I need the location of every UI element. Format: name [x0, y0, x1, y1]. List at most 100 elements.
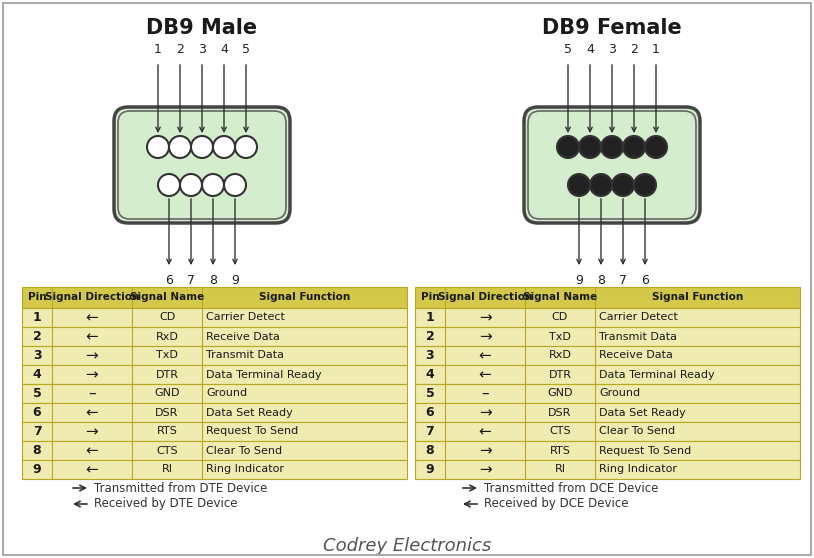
- Text: RI: RI: [554, 464, 566, 474]
- Text: Transmitted from DTE Device: Transmitted from DTE Device: [94, 482, 267, 494]
- Text: 9: 9: [231, 274, 239, 287]
- Text: DTR: DTR: [155, 369, 178, 379]
- Text: Carrier Detect: Carrier Detect: [599, 312, 678, 323]
- Circle shape: [645, 136, 667, 158]
- Bar: [415, 308, 800, 327]
- Text: Clear To Send: Clear To Send: [599, 426, 675, 436]
- Text: 8: 8: [209, 274, 217, 287]
- Text: Data Terminal Ready: Data Terminal Ready: [599, 369, 715, 379]
- Bar: [415, 287, 800, 308]
- Circle shape: [180, 174, 202, 196]
- Text: ←: ←: [479, 367, 492, 382]
- Text: 4: 4: [586, 43, 594, 56]
- Circle shape: [612, 174, 634, 196]
- Text: →: →: [85, 424, 98, 439]
- Text: 6: 6: [33, 406, 42, 419]
- Text: Transmitted from DCE Device: Transmitted from DCE Device: [484, 482, 659, 494]
- Text: 2: 2: [33, 330, 42, 343]
- Circle shape: [623, 136, 645, 158]
- Text: 2: 2: [426, 330, 435, 343]
- Text: 4: 4: [220, 43, 228, 56]
- Text: RI: RI: [161, 464, 173, 474]
- Bar: [22, 287, 407, 308]
- Bar: [22, 422, 407, 441]
- Text: →: →: [85, 367, 98, 382]
- Bar: [415, 365, 800, 384]
- Text: Ground: Ground: [599, 388, 640, 398]
- Text: ←: ←: [85, 443, 98, 458]
- Text: Carrier Detect: Carrier Detect: [206, 312, 285, 323]
- Text: →: →: [85, 348, 98, 363]
- Text: Signal Name: Signal Name: [523, 292, 597, 302]
- Text: Transmit Data: Transmit Data: [599, 331, 677, 341]
- Circle shape: [590, 174, 612, 196]
- Text: 1: 1: [154, 43, 162, 56]
- Text: Receive Data: Receive Data: [206, 331, 280, 341]
- Text: 7: 7: [426, 425, 435, 438]
- Text: 8: 8: [33, 444, 42, 457]
- Text: Pin: Pin: [421, 292, 440, 302]
- Circle shape: [158, 174, 180, 196]
- Circle shape: [634, 174, 656, 196]
- FancyBboxPatch shape: [524, 107, 700, 223]
- Text: 7: 7: [619, 274, 627, 287]
- Circle shape: [601, 136, 623, 158]
- Text: 9: 9: [33, 463, 42, 476]
- Text: 3: 3: [33, 349, 42, 362]
- Bar: [22, 460, 407, 479]
- Text: GND: GND: [154, 388, 180, 398]
- Text: –: –: [481, 386, 489, 401]
- Bar: [22, 365, 407, 384]
- Text: Ground: Ground: [206, 388, 247, 398]
- Text: →: →: [479, 443, 492, 458]
- Circle shape: [224, 174, 246, 196]
- Bar: [415, 403, 800, 422]
- Text: 9: 9: [575, 274, 583, 287]
- Text: →: →: [479, 329, 492, 344]
- Circle shape: [235, 136, 257, 158]
- Text: CD: CD: [552, 312, 568, 323]
- Bar: [22, 403, 407, 422]
- Text: TxD: TxD: [549, 331, 571, 341]
- Bar: [415, 346, 800, 365]
- Text: RxD: RxD: [549, 350, 571, 360]
- Text: ←: ←: [85, 310, 98, 325]
- Text: Data Set Ready: Data Set Ready: [206, 407, 293, 417]
- Text: RxD: RxD: [155, 331, 178, 341]
- Bar: [415, 384, 800, 403]
- Text: 1: 1: [652, 43, 660, 56]
- Text: ←: ←: [479, 348, 492, 363]
- Bar: [415, 422, 800, 441]
- Text: 5: 5: [242, 43, 250, 56]
- Text: 5: 5: [564, 43, 572, 56]
- Text: 8: 8: [426, 444, 435, 457]
- Text: DTR: DTR: [549, 369, 571, 379]
- Circle shape: [568, 174, 590, 196]
- Text: 2: 2: [630, 43, 638, 56]
- Text: Receive Data: Receive Data: [599, 350, 673, 360]
- Bar: [22, 346, 407, 365]
- Text: →: →: [479, 462, 492, 477]
- Text: CD: CD: [159, 312, 175, 323]
- Text: Signal Function: Signal Function: [652, 292, 743, 302]
- Circle shape: [169, 136, 191, 158]
- Text: Pin: Pin: [28, 292, 46, 302]
- Circle shape: [202, 174, 224, 196]
- Bar: [22, 308, 407, 327]
- Text: 5: 5: [426, 387, 435, 400]
- Text: 6: 6: [165, 274, 173, 287]
- Text: 1: 1: [33, 311, 42, 324]
- Text: 4: 4: [33, 368, 42, 381]
- Bar: [22, 327, 407, 346]
- Text: Signal Direction: Signal Direction: [45, 292, 139, 302]
- Text: Received by DTE Device: Received by DTE Device: [94, 498, 238, 511]
- Text: 6: 6: [641, 274, 649, 287]
- Bar: [22, 384, 407, 403]
- Text: Request To Send: Request To Send: [206, 426, 298, 436]
- Text: Ring Indicator: Ring Indicator: [599, 464, 677, 474]
- Text: DB9 Female: DB9 Female: [542, 18, 682, 38]
- Text: 3: 3: [198, 43, 206, 56]
- Text: Codrey Electronics: Codrey Electronics: [323, 537, 491, 555]
- Text: DSR: DSR: [155, 407, 179, 417]
- Bar: [415, 327, 800, 346]
